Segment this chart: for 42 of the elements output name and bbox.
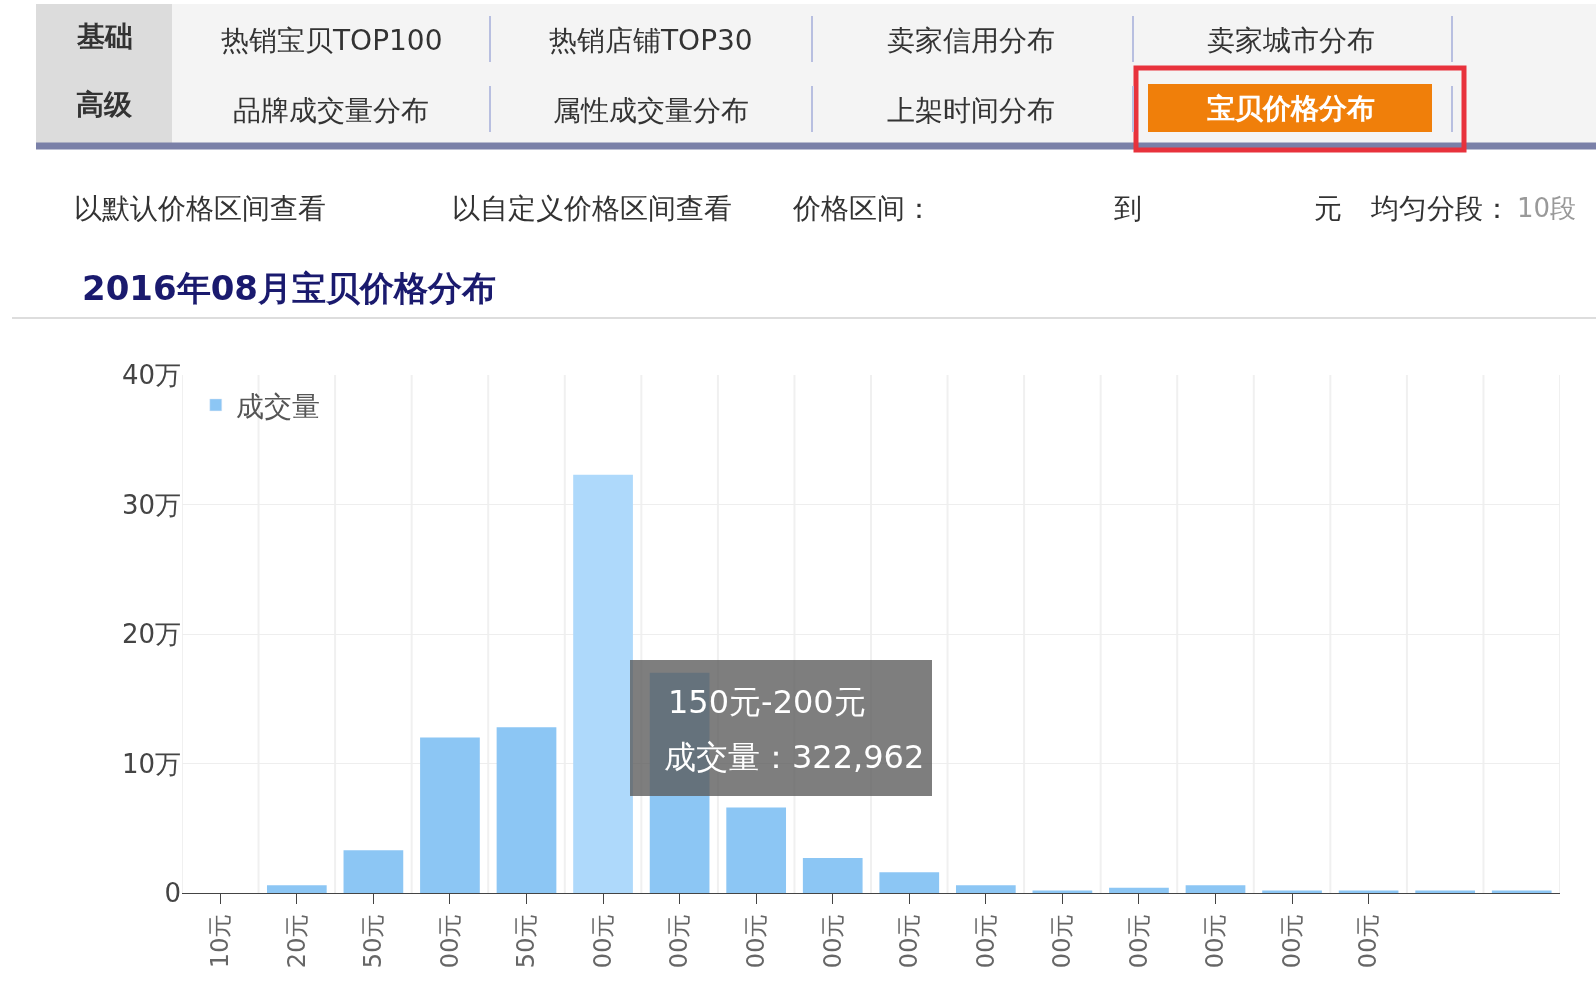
x-tick-label: 00元 — [435, 913, 464, 969]
y-tick-label: 10万 — [121, 748, 181, 779]
x-tick-label: 10元 — [206, 913, 235, 969]
x-tick-label: 00元 — [1048, 913, 1077, 969]
x-tick-label: 00元 — [895, 913, 924, 969]
x-tick-label: 00元 — [741, 913, 770, 969]
annotation: 150元-200元 — [668, 683, 866, 721]
text: 以默认价格区间查看 — [74, 192, 326, 225]
x-tick-label: 00元 — [971, 913, 1000, 969]
x-tick-label: 00元 — [1124, 913, 1153, 969]
x-tick-label: 00元 — [588, 913, 617, 969]
text: 卖家城市分布 — [1207, 24, 1375, 57]
text: 品牌成交量分布 — [233, 94, 429, 127]
annotation: 成交量：322,962 — [664, 738, 925, 776]
x-tick-label: 00元 — [818, 913, 847, 969]
text: 热销宝贝TOP100 — [221, 24, 443, 57]
x-tick-label: 00元 — [1201, 913, 1230, 969]
text: 10段 — [1517, 193, 1577, 223]
x-tick-label: 50元 — [359, 913, 388, 969]
text: 均匀分段： — [1370, 192, 1511, 225]
text: 价格区间： — [792, 192, 933, 225]
x-tick-label: 20元 — [282, 913, 311, 969]
text: 属性成交量分布 — [553, 94, 749, 127]
chart-title: 2016年08月宝贝价格分布 — [82, 268, 496, 308]
text: 宝贝价格分布 — [1207, 92, 1375, 125]
x-tick-label: 00元 — [1354, 913, 1383, 969]
x-tick-label: 00元 — [665, 913, 694, 969]
text: 基础 — [76, 20, 133, 53]
y-tick-label: 30万 — [121, 489, 181, 520]
y-tick-label: 40万 — [121, 360, 181, 391]
y-tick-label: 0 — [164, 878, 181, 909]
x-tick-label: 50元 — [512, 913, 541, 969]
legend-label: 成交量 — [235, 389, 320, 423]
text: 以自定义价格区间查看 — [452, 192, 732, 225]
text: 到 — [1114, 192, 1142, 225]
text: 卖家信用分布 — [887, 24, 1055, 57]
text: 元 — [1314, 192, 1342, 225]
text: 上架时间分布 — [887, 94, 1055, 127]
x-tick-label: 00元 — [1277, 913, 1306, 969]
text: 热销店铺TOP30 — [549, 24, 753, 57]
y-tick-label: 20万 — [121, 619, 181, 650]
text: 高级 — [76, 88, 133, 121]
